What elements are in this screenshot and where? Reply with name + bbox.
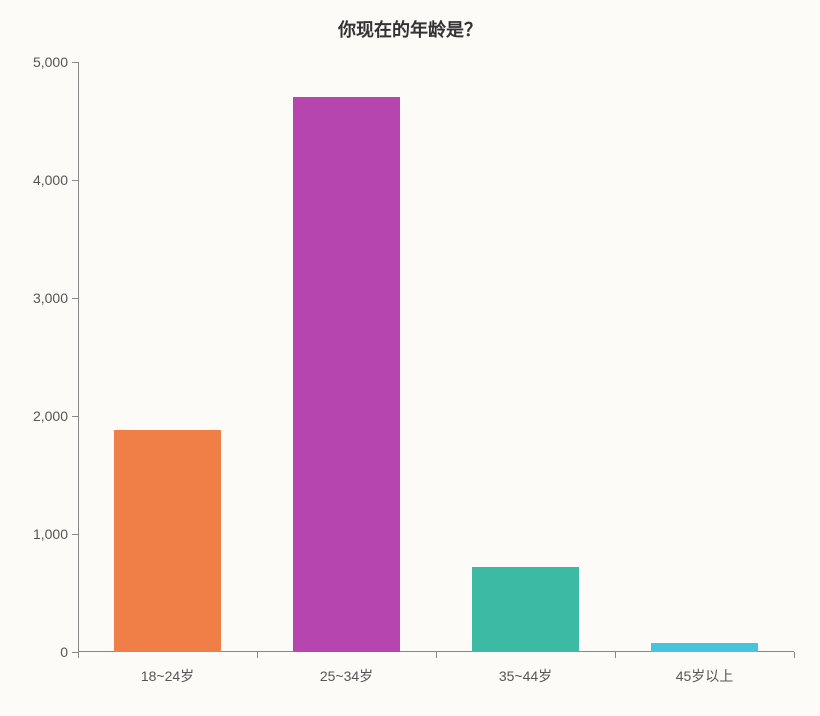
bar bbox=[114, 430, 221, 652]
x-tick-mark bbox=[436, 652, 437, 658]
x-tick-mark bbox=[257, 652, 258, 658]
x-tick-mark bbox=[78, 652, 79, 658]
x-tick-mark bbox=[794, 652, 795, 658]
x-tick-label: 35~44岁 bbox=[499, 652, 552, 686]
x-tick-mark bbox=[615, 652, 616, 658]
y-tick-mark bbox=[72, 62, 78, 63]
bar bbox=[472, 567, 579, 652]
x-tick-label: 18~24岁 bbox=[141, 652, 194, 686]
y-tick-mark bbox=[72, 298, 78, 299]
x-tick-label: 45岁以上 bbox=[676, 652, 734, 686]
x-tick-label: 25~34岁 bbox=[320, 652, 373, 686]
plot-area: 01,0002,0003,0004,0005,00018~24岁25~34岁35… bbox=[78, 62, 794, 652]
y-axis-line bbox=[78, 62, 79, 652]
age-bar-chart: 你现在的年龄是？ 01,0002,0003,0004,0005,00018~24… bbox=[0, 0, 820, 716]
y-tick-mark bbox=[72, 180, 78, 181]
bar bbox=[293, 97, 400, 652]
y-tick-mark bbox=[72, 534, 78, 535]
bar bbox=[651, 643, 758, 652]
y-tick-mark bbox=[72, 416, 78, 417]
chart-title: 你现在的年龄是？ bbox=[0, 16, 820, 42]
